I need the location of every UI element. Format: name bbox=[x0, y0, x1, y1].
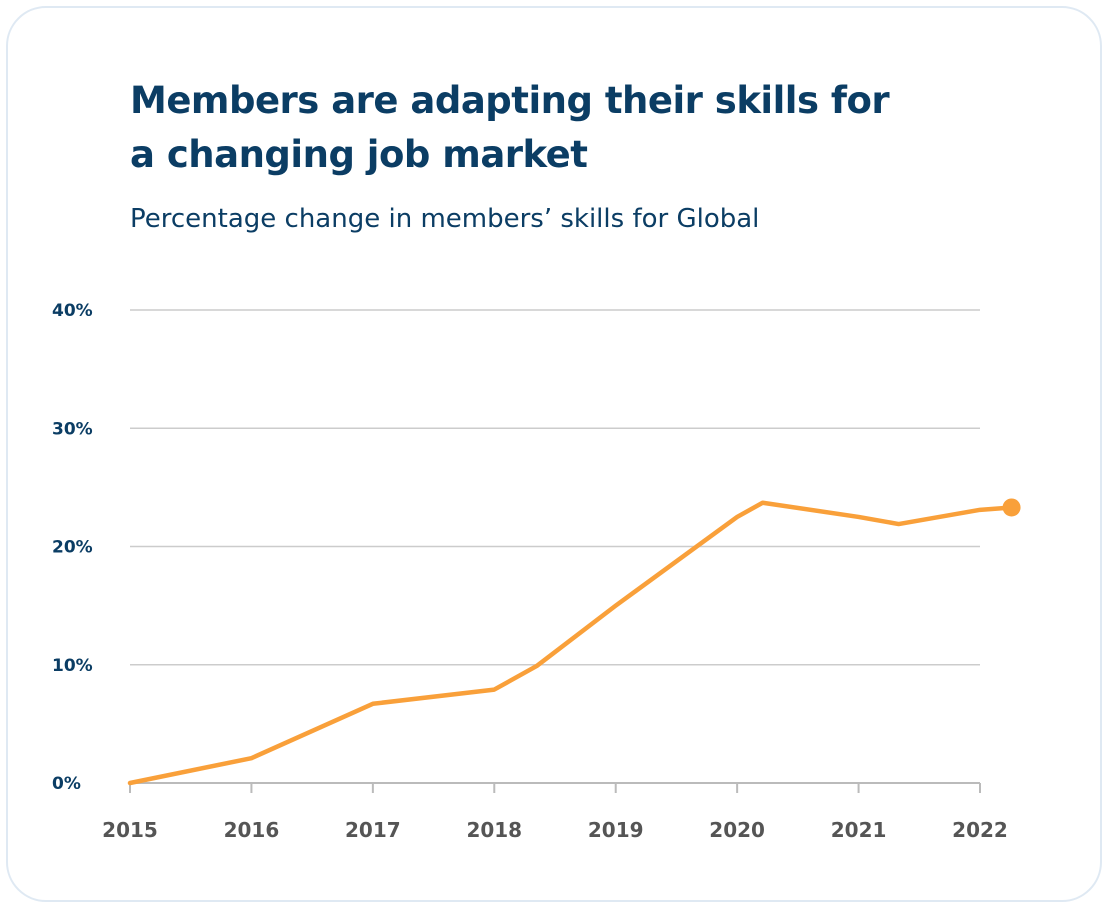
chart-subtitle: Percentage change in members’ skills for… bbox=[130, 204, 760, 234]
series-end-marker bbox=[1002, 498, 1021, 517]
x-tick-label: 2021 bbox=[831, 818, 887, 842]
y-tick-label: 40% bbox=[52, 301, 93, 321]
x-tick-label: 2018 bbox=[466, 818, 522, 842]
y-tick-label: 30% bbox=[52, 419, 93, 439]
x-tick-label: 2020 bbox=[709, 818, 765, 842]
x-tick-label: 2017 bbox=[345, 818, 401, 842]
x-tick-label: 2019 bbox=[588, 818, 644, 842]
x-tick-label: 2022 bbox=[952, 818, 1008, 842]
y-tick-label: 0% bbox=[52, 774, 81, 794]
x-tick-label: 2015 bbox=[102, 818, 158, 842]
chart-card bbox=[6, 6, 1102, 902]
x-tick-label: 2016 bbox=[224, 818, 280, 842]
series-line bbox=[127, 500, 1014, 786]
y-tick-label: 20% bbox=[52, 538, 93, 558]
y-tick-label: 10% bbox=[52, 656, 93, 676]
chart-title: Members are adapting their skills for a … bbox=[130, 79, 890, 176]
